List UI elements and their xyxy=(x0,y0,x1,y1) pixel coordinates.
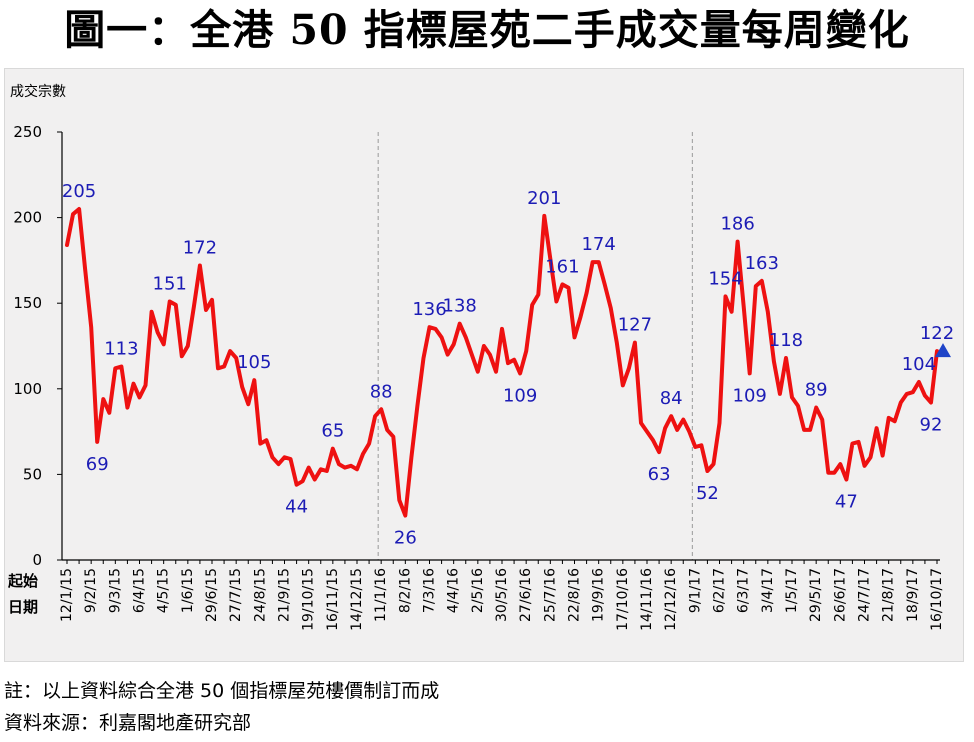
data-label: 89 xyxy=(805,380,828,401)
y-tick-label: 100 xyxy=(13,380,42,398)
footnote: 註：以上資料綜合全港 50 個指標屋苑樓價制訂而成 xyxy=(4,680,440,702)
x-tick-label: 6/2/17 xyxy=(712,568,728,613)
data-label: 44 xyxy=(285,497,308,518)
data-label: 151 xyxy=(153,273,187,294)
x-tick-label: 16/10/17 xyxy=(929,568,945,631)
data-label: 92 xyxy=(920,414,943,435)
y-tick-label: 200 xyxy=(13,209,42,227)
data-label: 154 xyxy=(708,268,742,289)
x-tick-label: 1/6/15 xyxy=(180,568,196,613)
data-label: 118 xyxy=(769,330,803,351)
chart-title: 圖一：全港 50 指標屋苑二手成交量每周變化 xyxy=(64,6,910,54)
x-tick-label: 29/6/15 xyxy=(204,568,220,622)
x-tick-label: 3/4/17 xyxy=(760,568,776,613)
x-tick-label: 24/8/15 xyxy=(252,568,268,622)
x-tick-label: 14/11/16 xyxy=(639,568,655,631)
x-tick-label: 19/10/15 xyxy=(301,568,317,631)
data-label: 52 xyxy=(696,483,719,504)
data-label: 63 xyxy=(648,464,671,485)
data-label: 122 xyxy=(920,323,954,344)
x-tick-label: 12/12/16 xyxy=(663,568,679,631)
data-label: 113 xyxy=(104,339,138,360)
data-label: 26 xyxy=(394,527,417,548)
data-label: 161 xyxy=(545,256,579,277)
y-tick-label: 150 xyxy=(13,294,42,312)
x-tick-label: 6/3/17 xyxy=(736,568,752,613)
data-label: 84 xyxy=(660,388,683,409)
x-tick-label: 22/8/16 xyxy=(567,568,583,622)
x-tick-label: 27/7/15 xyxy=(228,568,244,622)
x-tick-label: 29/5/17 xyxy=(808,568,824,622)
data-label: 105 xyxy=(237,352,271,373)
data-label: 65 xyxy=(321,421,344,442)
x-tick-label: 18/9/17 xyxy=(905,568,921,622)
data-label: 201 xyxy=(527,188,561,209)
x-tick-label: 14/12/15 xyxy=(349,568,365,631)
latest-point-marker xyxy=(935,343,951,358)
data-label: 205 xyxy=(62,181,96,202)
x-tick-label: 19/9/16 xyxy=(591,568,607,622)
y-tick-label: 0 xyxy=(32,551,42,569)
y-axis-label: 成交宗數 xyxy=(10,83,66,100)
x-tick-label: 2/5/16 xyxy=(470,568,486,613)
x-tick-label: 17/10/16 xyxy=(615,568,631,631)
x-tick-label: 4/5/15 xyxy=(156,568,172,613)
x-tick-label: 6/4/15 xyxy=(132,568,148,613)
x-axis-label-line1: 起始 xyxy=(7,572,38,590)
data-label: 69 xyxy=(86,454,109,475)
x-tick-label: 8/2/16 xyxy=(397,568,413,613)
x-tick-label: 12/1/15 xyxy=(59,568,75,622)
data-label: 163 xyxy=(745,253,779,274)
x-tick-label: 9/2/15 xyxy=(83,568,99,613)
series-line xyxy=(65,207,939,518)
data-label: 127 xyxy=(618,315,652,336)
x-tick-label: 16/11/15 xyxy=(325,568,341,631)
data-label: 88 xyxy=(370,381,393,402)
x-tick-label: 9/3/15 xyxy=(107,568,123,613)
x-tick-label: 26/6/17 xyxy=(832,568,848,622)
x-tick-label: 25/7/16 xyxy=(542,568,558,622)
data-label: 109 xyxy=(503,385,537,406)
x-tick-label: 21/9/15 xyxy=(277,568,293,622)
data-label: 136 xyxy=(412,299,446,320)
x-tick-label: 7/3/16 xyxy=(422,568,438,613)
x-tick-label: 11/1/16 xyxy=(373,568,389,622)
y-tick-label: 250 xyxy=(13,123,42,141)
x-tick-label: 24/7/17 xyxy=(857,568,873,622)
x-tick-label: 4/4/16 xyxy=(446,568,462,613)
data-label: 174 xyxy=(581,234,615,255)
data-label: 186 xyxy=(720,214,754,235)
y-tick-label: 50 xyxy=(23,465,42,483)
x-tick-label: 27/6/16 xyxy=(518,568,534,622)
data-label: 104 xyxy=(902,354,936,375)
source-note: 資料來源：利嘉閣地產研究部 xyxy=(4,712,252,734)
data-label: 138 xyxy=(443,296,477,317)
data-label: 172 xyxy=(183,238,217,259)
data-label: 47 xyxy=(835,492,858,513)
data-label: 109 xyxy=(733,385,767,406)
x-tick-label: 1/5/17 xyxy=(784,568,800,613)
x-tick-label: 21/8/17 xyxy=(881,568,897,622)
x-tick-label: 30/5/16 xyxy=(494,568,510,622)
x-tick-label: 9/1/17 xyxy=(687,568,703,613)
x-axis-label-line2: 日期 xyxy=(8,598,38,616)
